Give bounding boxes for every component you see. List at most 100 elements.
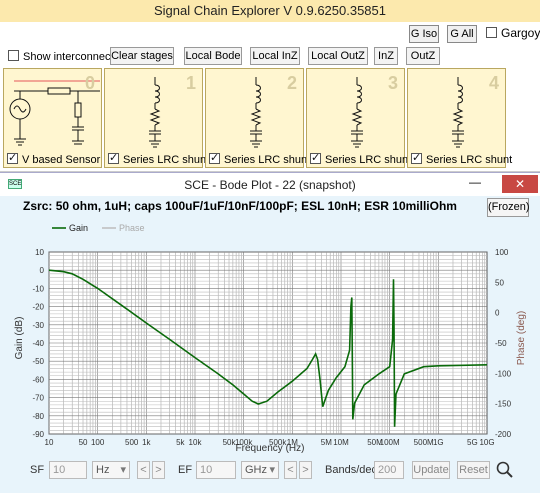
bands-input[interactable]: 200 [374,461,404,479]
minimize-button[interactable]: — [469,175,481,189]
x-tick-label: 100M [380,438,400,447]
main-window-title: Signal Chain Explorer V 0.9.6250.35851 [0,0,540,22]
y-tick-label: 10 [35,248,44,257]
ef-unit-select[interactable]: GHz [241,461,279,479]
local-outz-button[interactable]: Local OutZ [308,47,368,65]
show-interconnects-label: Show interconnects [23,51,119,63]
x-tick-label: 100k [235,438,253,447]
app-icon: SCE [8,179,22,189]
close-button[interactable]: ✕ [502,175,538,193]
local-inz-button[interactable]: Local InZ [250,47,300,65]
sf-unit-select[interactable]: Hz [92,461,130,479]
x-tick-label: 500M [414,438,434,447]
series-layer [48,269,488,427]
stage-0[interactable]: 0 V based Sensor [3,68,102,168]
gargoyle-checkbox-box[interactable] [486,27,497,38]
y-tick-label: -70 [32,394,44,403]
y2-tick-label: -100 [495,369,512,378]
x-tick-label: 50 [79,438,88,447]
stage-label[interactable]: Series LRC shunt [411,151,513,166]
lrc-shunt-icon [452,77,464,148]
x-tick-label: 1G [433,438,444,447]
stage-enable-checkbox[interactable] [7,151,18,164]
y-tick-label: -30 [32,321,44,330]
zoom-search-icon[interactable] [495,460,515,480]
y-tick-label: -60 [32,375,44,384]
y2-tick-label: 50 [495,278,504,287]
reset-button[interactable]: Reset [457,461,490,479]
stage-number: 2 [286,73,297,93]
ef-next-button[interactable]: > [299,461,312,479]
stage-label-text: Series LRC shunt [426,154,513,166]
stage-enable-checkbox[interactable] [108,151,119,164]
ef-prev-button[interactable]: < [284,461,297,479]
stage-3[interactable]: 3 Series LRC shunt [306,68,411,168]
sf-label: SF [30,464,45,476]
bode-titlebar[interactable]: SCE SCE - Bode Plot - 22 (snapshot) — ✕ [0,172,540,196]
stage-number: 0 [84,73,95,93]
stage-2[interactable]: 2 Series LRC shunt [205,68,310,168]
y2-tick-label: 0 [495,309,500,318]
toolbar: Show interconnects Clear stages Local Bo… [0,46,540,66]
y-tick-label: -50 [32,357,44,366]
y2-tick-label: -200 [495,430,512,439]
bode-chart[interactable]: 10 50 100 500 1k 5k 10k 50k 100k 500k 1M 5M 10M 50M10… [0,220,540,456]
y-tick-label: -90 [32,430,44,439]
legend-label: Phase [119,223,145,233]
x-tick-label: 50k [223,438,237,447]
stage-label-text: Series LRC shunt [224,154,311,166]
bode-window: SCE SCE - Bode Plot - 22 (snapshot) — ✕ … [0,172,540,493]
y2-tick-label: -150 [495,400,512,409]
x-tick-label: 10k [189,438,203,447]
y-tick-label: -40 [32,339,44,348]
y2-tick-labels: 100 50 0 -50 -100 -150 -200 [495,248,512,439]
bode-subtitle: Zsrc: 50 ohm, 1uH; caps 100uF/1uF/10nF/1… [23,199,457,213]
stage-1[interactable]: 1 Series LRC shunt [104,68,209,168]
lrc-shunt-icon [351,77,363,148]
y2-tick-label: 100 [495,248,509,257]
legend-label: Gain [69,223,88,233]
stage-number: 3 [387,73,398,93]
ef-input[interactable]: 10 [196,461,236,479]
lrc-shunt-icon [149,77,161,148]
x-tick-label: 500 [125,438,139,447]
stage-4[interactable]: 4 Series LRC shunt [407,68,512,168]
gargoyle-checkbox[interactable]: Gargoy [486,26,540,40]
g-iso-button[interactable]: G Iso [409,25,439,43]
stage-label[interactable]: V based Sensor [7,151,100,166]
x-tick-labels: 10 50 100 500 1k 5k 10k 50k 100k 500k 1M 5M 10M 50M10… [45,438,495,447]
stage-enable-checkbox[interactable] [209,151,220,164]
stage-label[interactable]: Series LRC shunt [108,151,209,166]
stage-enable-checkbox[interactable] [310,151,321,164]
x-axis-label: Frequency (Hz) [236,443,305,454]
clear-stages-button[interactable]: Clear stages [110,47,174,65]
x-tick-label: 10M [333,438,349,447]
frozen-button[interactable]: (Frozen) [487,198,530,217]
sensor-schematic-icon [9,80,100,146]
stage-label[interactable]: Series LRC shunt [310,151,411,166]
y-tick-label: -20 [32,303,44,312]
show-interconnects-checkbox[interactable]: Show interconnects [8,50,119,63]
bottom-controls: SF 10 Hz < > EF 10 GHz < > Bands/dec 200… [0,456,540,486]
chart-legend: Gain Phase [52,223,145,233]
show-interconnects-box[interactable] [8,50,19,61]
g-all-button[interactable]: G All [447,25,477,43]
sf-prev-button[interactable]: < [137,461,150,479]
x-tick-label: 500k [269,438,287,447]
x-tick-label: 5G [467,438,478,447]
inz-button[interactable]: InZ [374,47,398,65]
sf-input[interactable]: 10 [49,461,87,479]
main-window: Signal Chain Explorer V 0.9.6250.35851 G… [0,0,540,172]
update-button[interactable]: Update [412,461,450,479]
y-tick-labels: 10 0 -10 -20 -30 -40 -50 -60 -70 -80 -90 [32,248,44,439]
y-tick-label: -80 [32,412,44,421]
local-bode-button[interactable]: Local Bode [184,47,242,65]
bode-window-title: SCE - Bode Plot - 22 (snapshot) [184,178,356,192]
sf-next-button[interactable]: > [152,461,165,479]
y-axis-label: Gain (dB) [14,317,25,360]
lrc-shunt-icon [250,77,262,148]
stage-label[interactable]: Series LRC shunt [209,151,311,166]
outz-button[interactable]: OutZ [406,47,440,65]
stage-enable-checkbox[interactable] [411,151,422,164]
stage-number: 1 [185,73,196,93]
